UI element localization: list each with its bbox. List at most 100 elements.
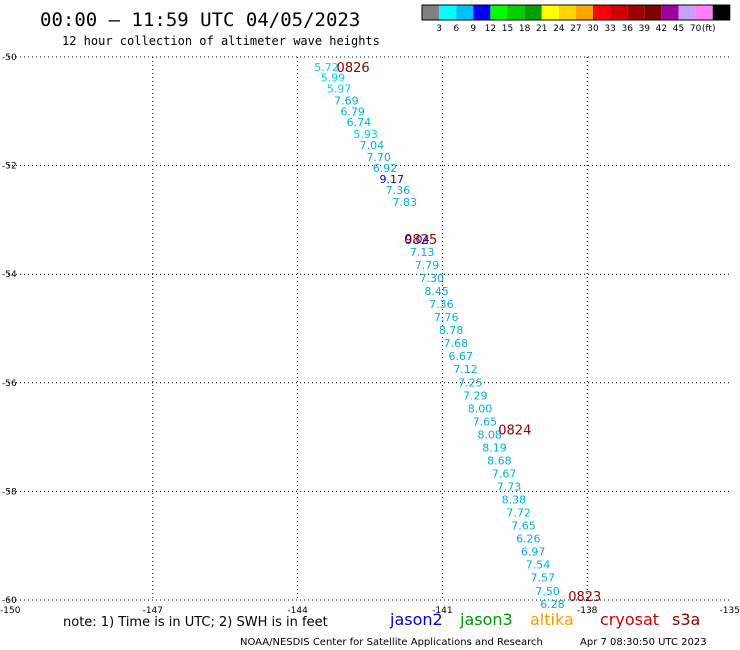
wave-height-point: 7.67	[492, 467, 517, 480]
colorbar-label: 30	[587, 24, 599, 34]
wave-height-point: 7.72	[506, 507, 531, 520]
legend-s3a: s3a	[672, 610, 700, 629]
y-tick-label: -50	[2, 53, 17, 63]
pass-labels: 0826 0825 0824 0823	[337, 61, 602, 605]
y-tick-label: -54	[2, 270, 17, 280]
wave-height-point: 7.79	[415, 259, 440, 272]
x-tick-label: -147	[143, 606, 163, 616]
legend-altika: altika	[530, 610, 574, 629]
wave-height-point: 8.19	[482, 441, 507, 454]
chart-subtitle: 12 hour collection of altimeter wave hei…	[62, 34, 380, 48]
wave-height-point: 7.57	[531, 572, 556, 585]
pass-time-label: 0824	[498, 423, 531, 438]
wave-height-point: 7.04	[360, 139, 385, 152]
credit-right: Apr 7 08:30:50 UTC 2023	[580, 637, 707, 648]
legend-jason3: jason3	[459, 610, 513, 629]
wave-height-point: 7.70	[366, 151, 391, 164]
colorbar-swatch	[644, 5, 662, 20]
wave-height-point: 7.65	[473, 415, 498, 428]
wave-height-point: 8.45	[424, 285, 449, 298]
data-points: 5.725.995.977.696.796.745.937.047.706.92…	[314, 61, 564, 611]
colorbar-swatch	[558, 5, 576, 20]
colorbar-label: 24	[553, 24, 565, 34]
wave-height-point: 6.74	[347, 116, 372, 129]
colorbar-legend: 3 6 9 12 15 18 21 24 27 30 33 36 39 42 45 70 (ft)	[421, 4, 731, 34]
wave-height-point: 7.73	[497, 481, 522, 494]
chart-title: 00:00 – 11:59 UTC 04/05/2023	[40, 9, 360, 31]
colorbar-swatch	[507, 5, 525, 20]
colorbar-swatch	[593, 5, 611, 20]
y-tick-label: -60	[2, 596, 17, 606]
colorbar-swatch	[678, 5, 696, 20]
wave-height-point: 7.54	[526, 559, 551, 572]
pass-time-label: 0826	[337, 61, 370, 76]
x-tick-label: -141	[432, 606, 452, 616]
wave-height-point: 7.36	[429, 298, 454, 311]
legend-cryosat: cryosat	[600, 610, 659, 629]
y-tick-label: -52	[2, 162, 17, 172]
y-tick-label: -56	[2, 379, 17, 389]
colorbar-swatch	[422, 5, 440, 20]
wave-height-point: 8.08	[477, 428, 502, 441]
colorbar-label: 36	[621, 24, 633, 34]
colorbar-swatch	[524, 5, 542, 20]
wave-height-point: 7.68	[444, 337, 469, 350]
colorbar-label: 27	[570, 24, 581, 34]
pass-time-label: 0825	[404, 233, 437, 248]
wave-height-point: 7.69	[334, 94, 359, 107]
wave-height-point: 5.99	[321, 72, 346, 85]
colorbar-swatch	[575, 5, 593, 20]
colorbar-label: 42	[656, 24, 667, 34]
pass-time-label: 0823	[568, 590, 601, 605]
wave-height-point: 6.97	[521, 546, 546, 559]
colorbar-label: 12	[485, 24, 496, 34]
wave-height-point: 7.12	[453, 363, 478, 376]
colorbar-swatch	[661, 5, 679, 20]
wave-height-point: 7.25	[458, 376, 483, 389]
colorbar-frame	[421, 4, 731, 21]
wave-height-point: 8.00	[468, 402, 493, 415]
wave-height-point: 6.26	[516, 533, 541, 546]
wave-height-point: 5.72	[314, 61, 339, 74]
colorbar-label: 33	[604, 24, 615, 34]
colorbar-swatch	[712, 5, 730, 20]
wave-height-point: 5.97	[327, 82, 352, 95]
wave-height-point: 7.50	[535, 585, 560, 598]
x-tick-label: -135	[720, 606, 740, 616]
y-tick-label: -58	[2, 487, 17, 497]
wave-height-point: 7.30	[420, 272, 445, 285]
wave-height-point: 9.17	[379, 173, 404, 186]
colorbar-label: 18	[519, 24, 531, 34]
colorbar-swatch	[541, 5, 559, 20]
legend-jason2: jason2	[389, 610, 443, 629]
x-tick-label: -150	[0, 606, 21, 616]
colorbar-swatch	[627, 5, 645, 20]
footnote: note: 1) Time is in UTC; 2) SWH is in fe…	[63, 615, 328, 630]
colorbar-swatch	[695, 5, 713, 20]
wave-height-point: 8.38	[502, 494, 527, 507]
colorbar-swatch	[439, 5, 457, 20]
wave-height-point: 6.79	[340, 105, 365, 118]
wave-height-point: 6.92	[373, 162, 398, 175]
colorbar-label: 9	[470, 24, 476, 34]
colorbar-swatch	[456, 5, 474, 20]
colorbar-swatch	[610, 5, 628, 20]
x-tick-label: -144	[287, 606, 308, 616]
wave-height-point: 7.76	[434, 311, 459, 324]
colorbar-label: 21	[536, 24, 547, 34]
wave-height-point: 8.68	[487, 454, 512, 467]
wave-height-point: 8.78	[439, 324, 464, 337]
wave-height-point: 6.67	[448, 350, 473, 363]
colorbar-label: 15	[502, 24, 513, 34]
colorbar-label: 3	[436, 24, 442, 34]
plot-grid	[8, 56, 732, 601]
colorbar-label: 6	[453, 24, 459, 34]
axis-ticks: -150 -147 -144 -141 -138 -135 -50 -52 -54 -56 -58 -…	[0, 53, 740, 616]
wave-height-point: 7.65	[511, 520, 536, 533]
colorbar-label: 39	[639, 24, 651, 34]
wave-height-point: 9.04	[405, 233, 430, 246]
colorbar-swatch	[473, 5, 491, 20]
wave-height-point: 7.29	[463, 389, 488, 402]
colorbar-unit: (ft)	[702, 24, 716, 34]
